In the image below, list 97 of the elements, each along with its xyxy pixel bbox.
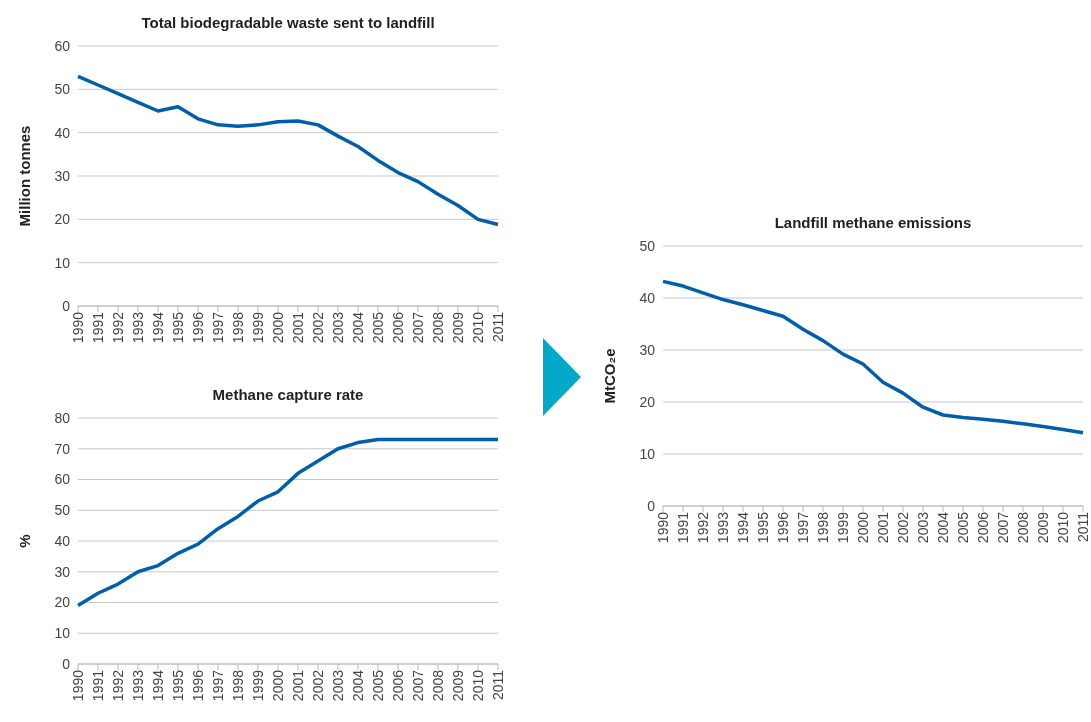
y-tick-label: 60 [54,471,71,488]
y-tick-label: 40 [639,289,656,306]
x-tick-label: 1999 [249,311,266,344]
x-tick-label: 1999 [834,511,851,544]
x-tick-label: 2010 [1054,511,1071,544]
x-tick-label: 2010 [469,669,486,702]
x-tick-label: 2006 [389,669,406,702]
y-tick-label: 40 [54,532,71,549]
x-tick-label: 2011 [489,311,506,343]
x-tick-label: 1998 [229,669,246,702]
x-tick-label: 2003 [329,669,346,702]
x-tick-label: 2006 [974,511,991,544]
x-tick-label: 1995 [754,511,771,544]
x-tick-label: 1998 [814,511,831,544]
line-series [76,74,500,227]
x-tick-label: 2007 [409,311,426,344]
x-tick-label: 2005 [369,311,386,344]
y-tick-label: 70 [54,440,71,457]
y-tick-label: 50 [54,81,71,98]
y-tick-label: 20 [54,211,71,228]
x-tick-label: 2006 [389,311,406,344]
x-tick-label: 2011 [1074,511,1091,543]
x-tick-label: 1990 [69,311,86,344]
y-tick-label: 10 [54,625,71,642]
x-tick-label: 2004 [934,511,951,544]
y-tick-label: 20 [54,594,71,611]
y-tick-label: 0 [62,297,71,314]
x-tick-label: 2001 [289,311,306,344]
x-tick-label: 1992 [109,669,126,702]
x-tick-label: 2001 [289,669,306,702]
x-tick-label: 1995 [169,311,186,344]
y-tick-label: 0 [62,655,71,672]
x-tick-label: 1995 [169,669,186,702]
x-tick-label: 2002 [309,669,326,702]
x-tick-label: 1993 [714,511,731,544]
y-tick-label: 50 [639,237,656,254]
x-tick-label: 1999 [249,669,266,702]
y-tick-label: 10 [639,445,656,462]
chart-title: Methane capture rate [211,385,365,405]
x-tick-label: 1992 [109,311,126,344]
chart-title: Landfill methane emissions [773,213,973,233]
x-tick-label: 2000 [269,311,286,344]
y-tick-label: 20 [639,393,656,410]
x-tick-label: 1991 [674,511,691,544]
x-tick-label: 2001 [874,511,891,544]
x-tick-label: 1992 [694,511,711,544]
x-tick-label: 2005 [954,511,971,544]
x-tick-label: 1996 [189,311,206,344]
x-tick-label: 2009 [449,669,466,702]
x-tick-label: 2007 [409,669,426,702]
x-tick-label: 2003 [329,311,346,344]
y-tick-label: 30 [54,167,71,184]
x-tick-label: 2009 [449,311,466,344]
x-tick-label: 1993 [129,669,146,702]
x-tick-label: 2009 [1034,511,1051,544]
x-tick-label: 2004 [349,669,366,702]
y-tick-label: 60 [54,37,71,54]
y-tick-label: 10 [54,254,71,271]
y-tick-label: 50 [54,502,71,519]
x-tick-label: 1994 [149,669,166,702]
y-axis-title: MtCO₂e [601,348,619,404]
x-tick-label: 1993 [129,311,146,344]
y-axis-title: Million tonnes [16,125,34,227]
x-tick-label: 1997 [794,511,811,544]
x-tick-label: 2004 [349,311,366,344]
line-series [661,279,1085,435]
x-tick-label: 1998 [229,311,246,344]
x-tick-label: 2002 [894,511,911,544]
x-tick-label: 2005 [369,669,386,702]
y-axis-title: % [16,534,34,548]
x-tick-label: 2008 [429,311,446,344]
x-tick-label: 2002 [309,311,326,344]
x-tick-label: 2008 [1014,511,1031,544]
x-tick-label: 1994 [149,311,166,344]
y-tick-label: 80 [54,409,71,426]
x-tick-label: 2000 [854,511,871,544]
x-tick-label: 2000 [269,669,286,702]
x-tick-label: 1996 [774,511,791,544]
x-tick-label: 1991 [89,669,106,702]
x-tick-label: 2007 [994,511,1011,544]
y-tick-label: 30 [639,341,656,358]
y-tick-label: 0 [647,497,656,514]
x-tick-label: 2003 [914,511,931,544]
chart-title: Total biodegradable waste sent to landfill [140,13,436,33]
x-tick-label: 2008 [429,669,446,702]
x-tick-label: 1990 [654,511,671,544]
x-tick-label: 2010 [469,311,486,344]
x-tick-label: 1997 [209,669,226,702]
y-tick-label: 30 [54,563,71,580]
x-tick-label: 1996 [189,669,206,702]
x-tick-label: 1997 [209,311,226,344]
x-tick-label: 1994 [734,511,751,544]
x-tick-label: 2011 [489,669,506,701]
y-tick-label: 40 [54,124,71,141]
line-series [76,437,500,608]
x-tick-label: 1991 [89,311,106,344]
x-tick-label: 1990 [69,669,86,702]
